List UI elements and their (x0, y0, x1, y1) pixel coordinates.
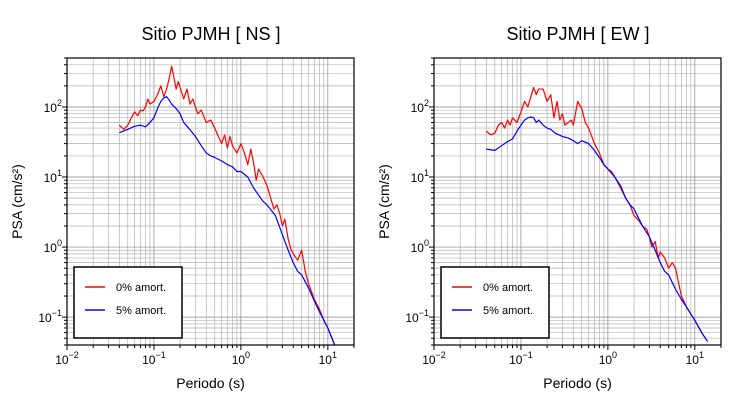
y-tick-label: 10−1 (405, 308, 429, 325)
x-tick-label-base: 10 (422, 353, 436, 367)
x-tick-label-exponent: 0 (612, 350, 617, 360)
axis-ticks (62, 57, 355, 350)
y-tick-label-base: 10 (405, 311, 419, 325)
x-tick-label-base: 10 (686, 353, 700, 367)
x-tick-label: 10−2 (422, 350, 446, 367)
y-tick-label: 102 (44, 98, 62, 115)
x-tick-label: 100 (232, 350, 250, 367)
y-tick-label: 10−1 (38, 308, 62, 325)
x-tick-label-exponent: −2 (436, 350, 446, 360)
x-tick-label-base: 10 (599, 353, 613, 367)
chart-title: Sitio PJMH [ EW ] (506, 24, 649, 44)
y-tick-label: 101 (44, 168, 62, 185)
x-tick-label-exponent: −2 (69, 350, 79, 360)
x-tick-label-exponent: 1 (332, 350, 337, 360)
y-tick-label-base: 10 (411, 241, 425, 255)
x-tick-label-exponent: −1 (522, 350, 532, 360)
axis-ticks (429, 57, 722, 350)
plot-frame (66, 57, 355, 346)
x-tick-label-base: 10 (319, 353, 333, 367)
y-tick-label-base: 10 (38, 311, 52, 325)
chart-title: Sitio PJMH [ NS ] (141, 24, 280, 44)
legend-label: 0% amort. (483, 282, 533, 294)
x-tick-label: 10−1 (142, 350, 166, 367)
series-line-0pct-damping (485, 86, 709, 342)
y-tick-label: 102 (411, 98, 429, 115)
x-tick-label: 101 (686, 350, 704, 367)
x-tick-label-base: 10 (509, 353, 523, 367)
y-tick-label-exponent: 2 (424, 98, 429, 108)
series-line-5pct-damping (119, 96, 336, 346)
x-tick-label-base: 10 (55, 353, 69, 367)
x-tick-label-exponent: 0 (245, 350, 250, 360)
x-axis-label: Periodo (s) (543, 375, 611, 391)
legend-box (73, 266, 183, 339)
y-tick-label: 100 (411, 238, 429, 255)
y-tick-label-base: 10 (44, 241, 58, 255)
series-line-5pct-damping (486, 116, 709, 342)
legend: 0% amort. 5% amort. (73, 266, 183, 339)
y-tick-label-base: 10 (44, 101, 58, 115)
y-tick-label-exponent: −1 (419, 308, 429, 318)
series-line-0pct-damping (118, 65, 336, 346)
y-tick-label-exponent: 1 (424, 168, 429, 178)
x-tick-label-base: 10 (142, 353, 156, 367)
y-tick-label-exponent: 1 (57, 168, 62, 178)
legend-label: 5% amort. (116, 305, 166, 317)
plot-frame (433, 57, 722, 346)
x-tick-label-exponent: −1 (155, 350, 165, 360)
x-tick-label: 10−1 (509, 350, 533, 367)
legend: 0% amort. 5% amort. (440, 266, 550, 339)
x-tick-label-exponent: 1 (699, 350, 704, 360)
y-tick-label-exponent: 0 (424, 238, 429, 248)
y-tick-label-base: 10 (411, 171, 425, 185)
x-tick-label-base: 10 (232, 353, 246, 367)
x-axis-label: Periodo (s) (176, 375, 244, 391)
y-tick-label-exponent: −1 (52, 308, 62, 318)
y-tick-label-exponent: 2 (57, 98, 62, 108)
y-axis-label: PSA (cm/s²) (9, 164, 25, 239)
legend-label: 0% amort. (116, 282, 166, 294)
y-axis-label: PSA (cm/s²) (376, 164, 392, 239)
legend-label: 5% amort. (483, 305, 533, 317)
x-tick-label: 101 (319, 350, 337, 367)
y-tick-label-base: 10 (44, 171, 58, 185)
y-tick-label-base: 10 (411, 101, 425, 115)
y-tick-label-exponent: 0 (57, 238, 62, 248)
legend-box (440, 266, 550, 339)
x-tick-label: 100 (599, 350, 617, 367)
x-tick-label: 10−2 (55, 350, 79, 367)
y-tick-label: 100 (44, 238, 62, 255)
y-tick-label: 101 (411, 168, 429, 185)
